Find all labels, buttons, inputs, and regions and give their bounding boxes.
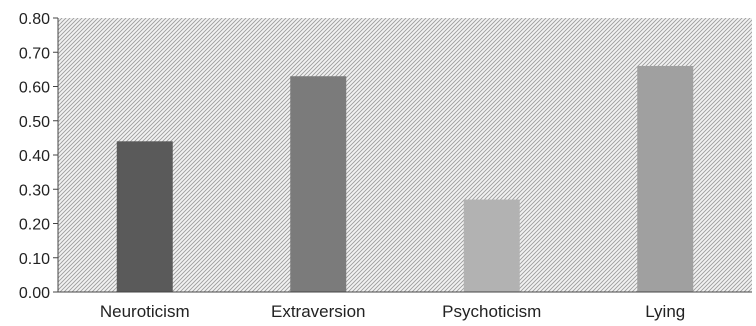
x-axis: Neuroticism Extraversion Psychoticism Lying bbox=[58, 291, 752, 321]
bars bbox=[116, 65, 694, 292]
y-tick-label: 0.20 bbox=[19, 217, 50, 234]
bar-psychoticism bbox=[463, 199, 520, 292]
bar-extraversion bbox=[290, 76, 347, 292]
plot-area bbox=[58, 18, 752, 292]
y-tick-label: 0.50 bbox=[19, 114, 50, 131]
bar-neuroticism bbox=[116, 141, 173, 292]
y-tick-label: 0.40 bbox=[19, 148, 50, 165]
y-tick-label: 0.60 bbox=[19, 80, 50, 97]
x-tick-label: Lying bbox=[645, 302, 685, 321]
y-tick-label: 0.30 bbox=[19, 182, 50, 199]
y-tick-label: 0.10 bbox=[19, 251, 50, 268]
y-tick-label: 0.00 bbox=[19, 285, 50, 302]
x-tick-label: Extraversion bbox=[271, 302, 365, 321]
x-tick-label: Neuroticism bbox=[100, 302, 190, 321]
bar-lying bbox=[637, 65, 694, 292]
y-tick-label: 0.70 bbox=[19, 45, 50, 62]
y-axis: 0.00 0.10 0.20 0.30 0.40 0.50 0.60 0.70 0.80 bbox=[19, 11, 59, 302]
x-tick-label: Psychoticism bbox=[442, 302, 541, 321]
y-tick-label: 0.80 bbox=[19, 11, 50, 28]
